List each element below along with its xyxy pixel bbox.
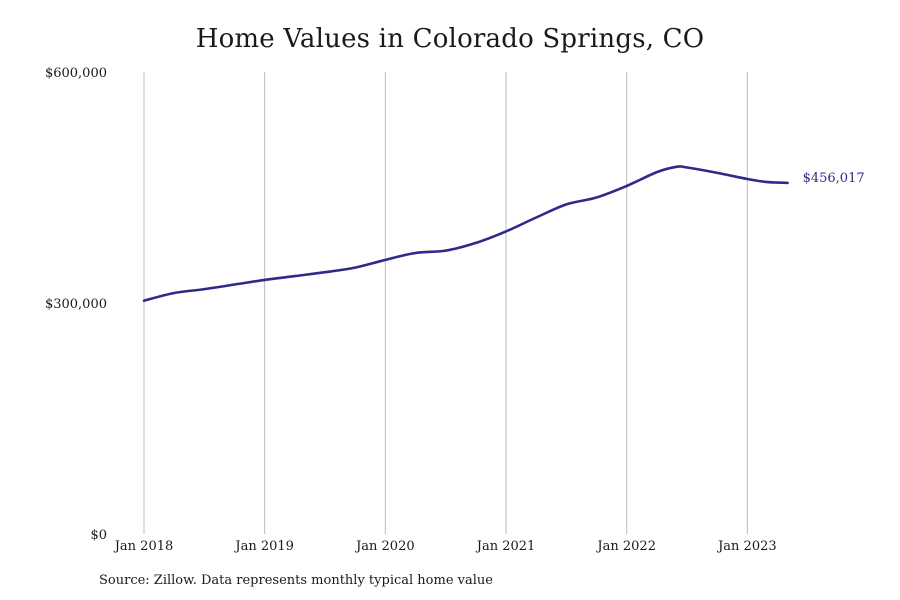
y-tick-label: $0 [90, 528, 107, 543]
y-tick-label: $600,000 [45, 66, 107, 81]
x-tick-label: Jan 2018 [113, 539, 174, 554]
y-axis-ticks: $0 $300,000 $600,000 [45, 66, 107, 543]
series-layer: $456,017 [142, 165, 865, 302]
x-tick-label: Jan 2020 [354, 539, 415, 554]
end-value-label: $456,017 [803, 171, 865, 186]
x-tick-label: Jan 2022 [595, 539, 656, 554]
series-line [142, 165, 789, 302]
y-tick-label: $300,000 [45, 297, 107, 312]
chart-title: Home Values in Colorado Springs, CO [195, 24, 705, 54]
x-axis-ticks: Jan 2018 Jan 2019 Jan 2020 Jan 2021 Jan 2022… [113, 539, 777, 554]
x-tick-label: Jan 2023 [716, 539, 777, 554]
x-tick-label: Jan 2021 [475, 539, 536, 554]
x-tick-label: Jan 2019 [233, 539, 294, 554]
grid-lines [143, 72, 748, 534]
source-note: Source: Zillow. Data represents monthly … [99, 573, 493, 588]
